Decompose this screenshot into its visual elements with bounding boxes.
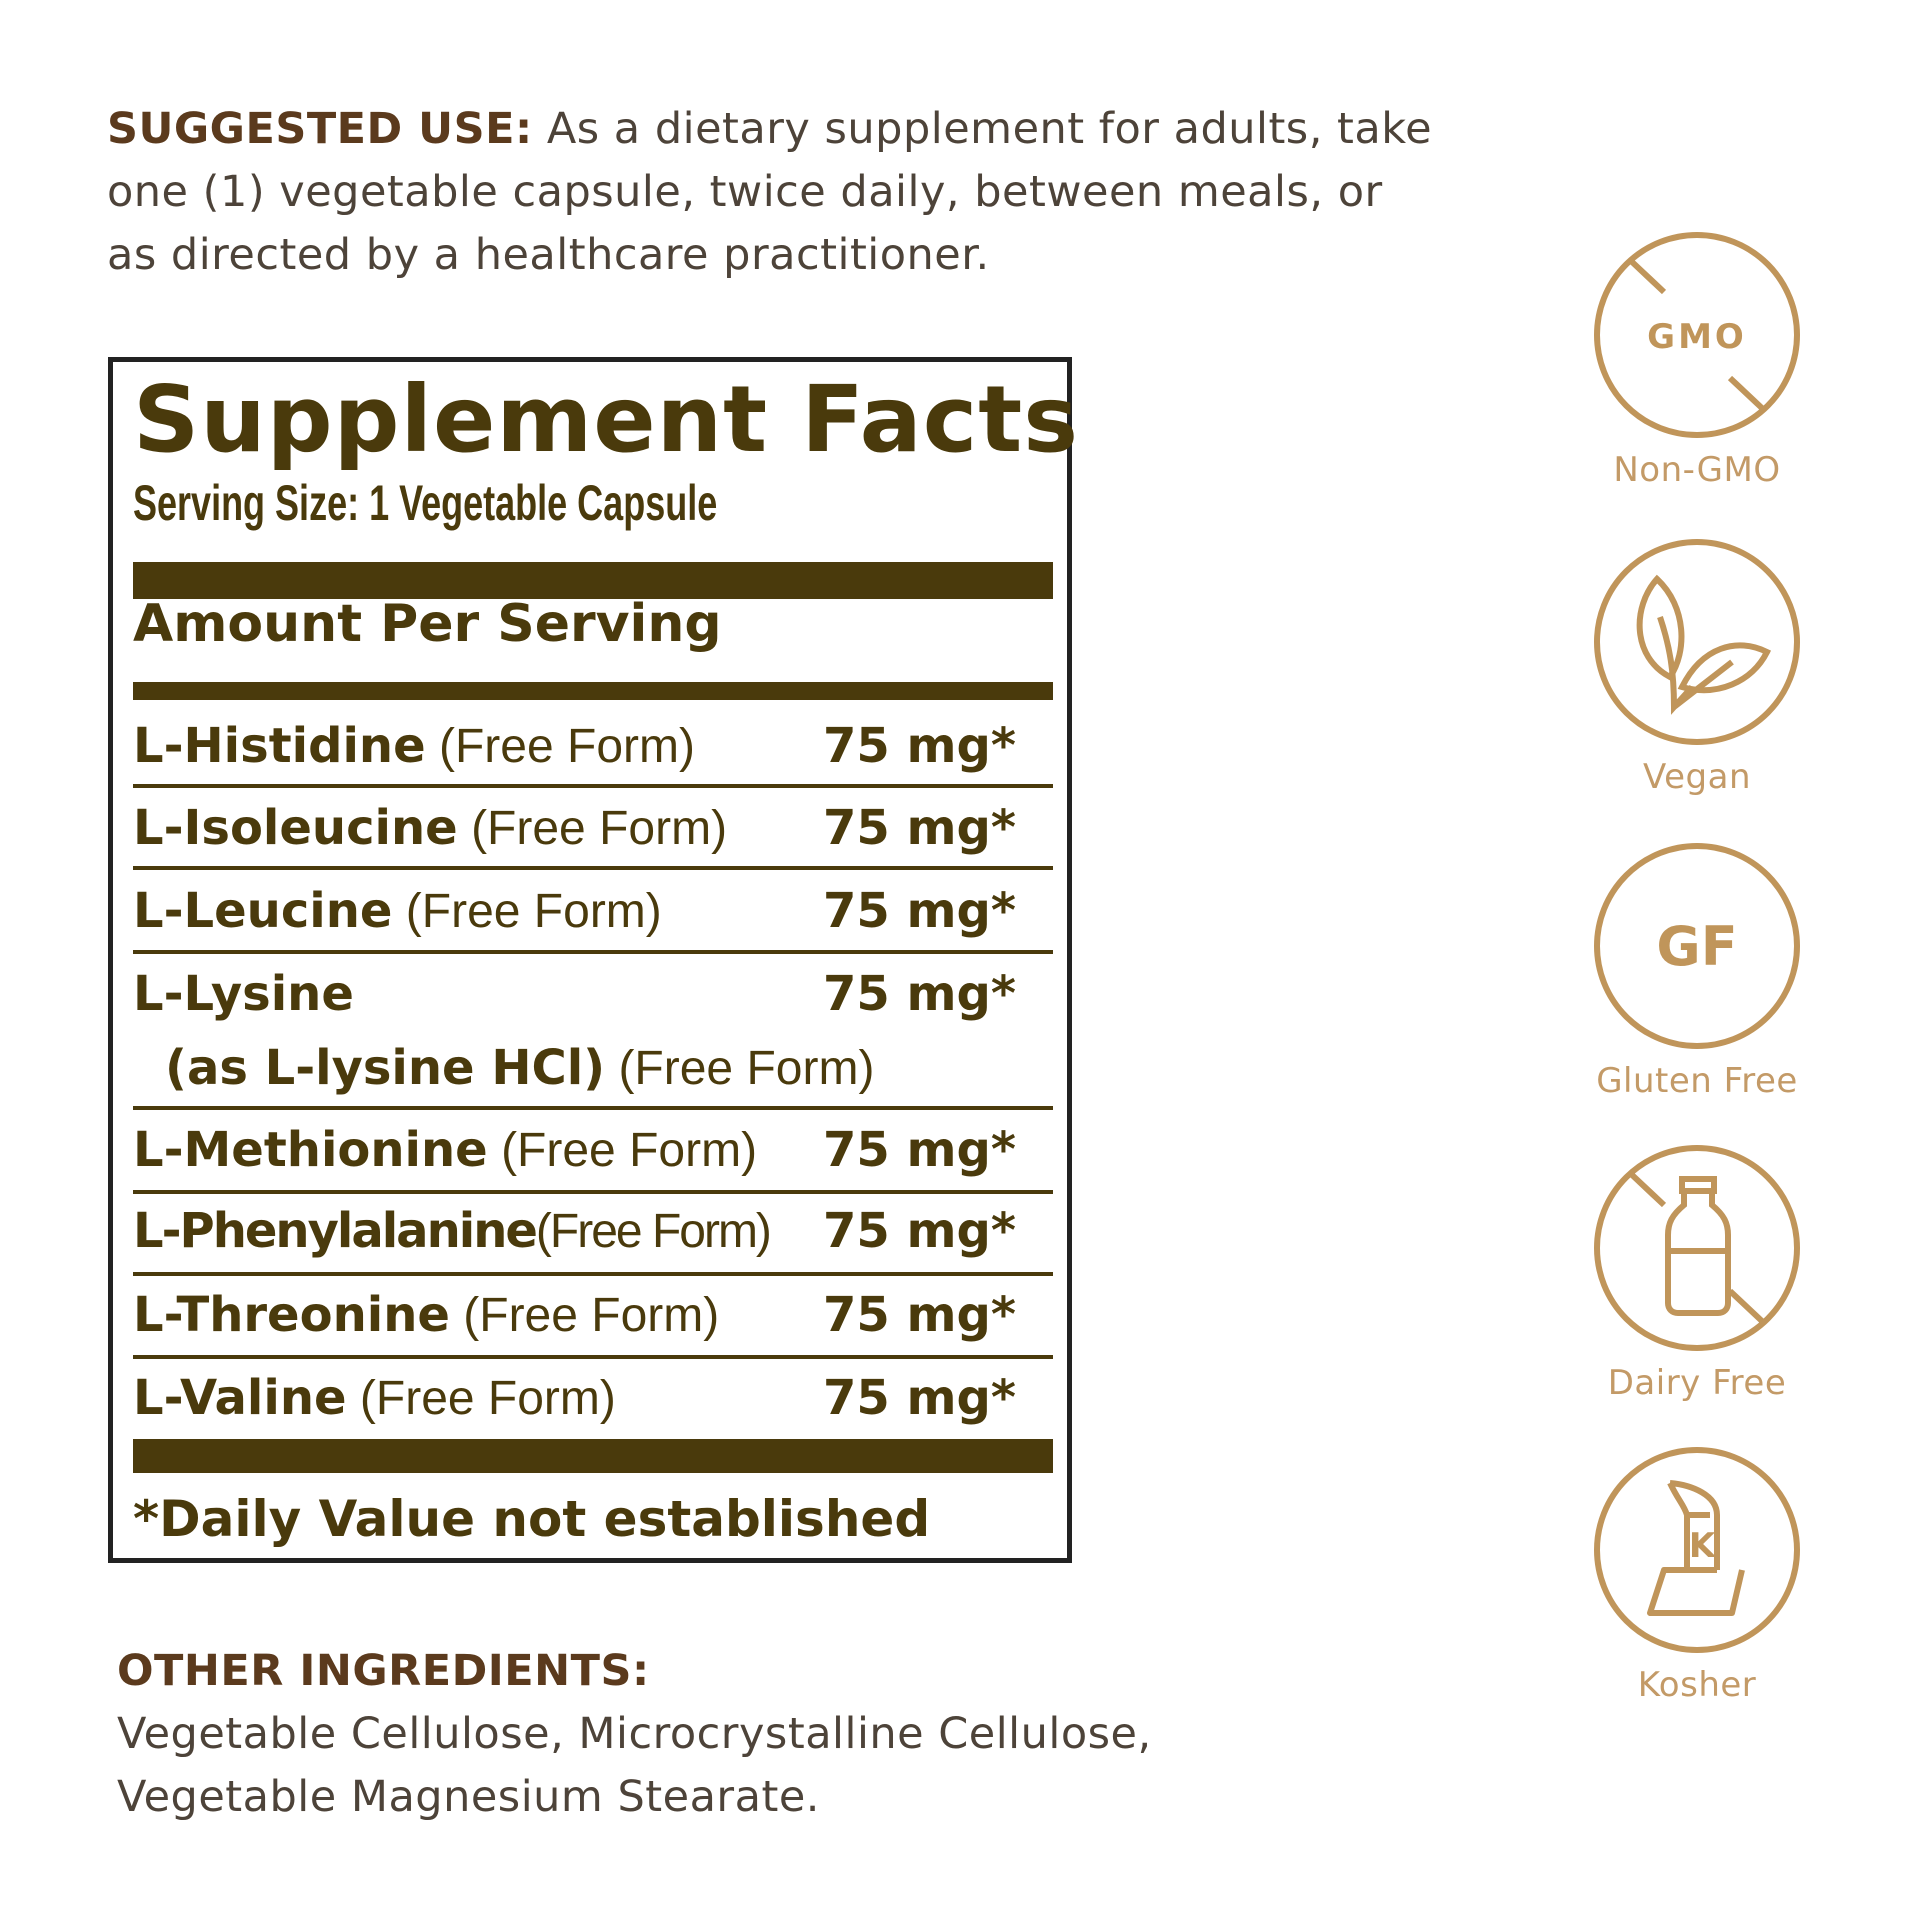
other-ingredients-heading: OTHER INGREDIENTS:: [117, 1646, 650, 1696]
thick-divider: [133, 562, 1053, 599]
badge-kosher: K Kosher: [1587, 1445, 1807, 1705]
nutrient-subname: (as L-lysine HCl): [165, 1040, 606, 1096]
nutrient-amount: 75 mg*: [823, 800, 1016, 856]
nutrient-name: L-Threonine: [133, 1287, 450, 1343]
svg-text:GF: GF: [1656, 915, 1737, 978]
nutrient-name: L-Phenylalanine: [133, 1203, 538, 1259]
nutrient-row: L-Valine (Free Form) 75 mg*: [133, 1370, 1053, 1426]
nutrient-form: (Free Form): [457, 802, 728, 855]
nutrient-amount: 75 mg*: [823, 966, 1016, 1022]
suggested-use-label: SUGGESTED USE:: [107, 104, 533, 154]
nutrient-form: (Free Form): [346, 1372, 616, 1425]
nutrient-row: L-Histidine (Free Form) 75 mg*: [133, 718, 1053, 774]
nutrient-name: L-Lysine: [133, 966, 354, 1022]
footnote: *Daily Value not established: [133, 1490, 931, 1548]
non-gmo-icon: GMO: [1594, 232, 1800, 438]
facts-title: Supplement Facts: [133, 366, 1079, 473]
svg-text:GMO: GMO: [1647, 317, 1747, 357]
nutrient-name: L-Leucine: [133, 883, 393, 939]
nutrient-row: L-Phenylalanine(Free Form) 75 mg*: [133, 1203, 1053, 1259]
nutrient-amount: 75 mg*: [823, 1370, 1016, 1426]
nutrient-name: L-Methionine: [133, 1122, 488, 1178]
badge-label: Non-GMO: [1613, 450, 1781, 490]
dairy-free-icon: [1594, 1145, 1800, 1351]
nutrient-amount: 75 mg*: [823, 1122, 1016, 1178]
nutrient-amount: 75 mg*: [823, 1203, 1016, 1259]
badge-non-gmo: GMO Non-GMO: [1587, 230, 1807, 490]
nutrient-amount: 75 mg*: [823, 718, 1016, 774]
badge-gluten-free: GF Gluten Free: [1587, 841, 1807, 1101]
other-ingredients-line: Vegetable Cellulose, Microcrystalline Ce…: [117, 1709, 1152, 1759]
suggested-use: SUGGESTED USE: As a dietary supplement f…: [107, 98, 1437, 287]
nutrient-name: L-Valine: [133, 1370, 347, 1426]
badge-dairy-free: Dairy Free: [1587, 1143, 1807, 1403]
badge-label: Vegan: [1642, 757, 1751, 797]
nutrient-form: (Free Form): [425, 720, 695, 773]
kosher-icon: K: [1594, 1447, 1800, 1653]
nutrient-row: L-Leucine (Free Form) 75 mg*: [133, 883, 1053, 939]
badge-label: Gluten Free: [1596, 1061, 1798, 1101]
nutrient-form: (Free Form): [535, 1205, 772, 1258]
medium-divider: [133, 682, 1053, 700]
badge-label: Dairy Free: [1607, 1363, 1787, 1403]
nutrient-row: L-Isoleucine (Free Form) 75 mg*: [133, 800, 1053, 856]
nutrient-form: (Free Form): [605, 1042, 875, 1095]
thick-divider: [133, 1439, 1053, 1473]
nutrient-row: L-Methionine (Free Form) 75 mg*: [133, 1122, 1053, 1178]
serving-size: Serving Size: 1 Vegetable Capsule: [133, 475, 718, 531]
nutrient-amount: 75 mg*: [823, 1287, 1016, 1343]
row-divider: [133, 1272, 1053, 1276]
row-divider: [133, 1355, 1053, 1359]
nutrient-form: (Free Form): [392, 885, 662, 938]
row-divider: [133, 866, 1053, 870]
row-divider: [133, 784, 1053, 788]
row-divider: [133, 950, 1053, 954]
vegan-leaf-icon: [1594, 539, 1800, 745]
gluten-free-icon: GF: [1594, 843, 1800, 1049]
other-ingredients: OTHER INGREDIENTS: Vegetable Cellulose, …: [117, 1640, 1152, 1829]
nutrient-name: L-Histidine: [133, 718, 426, 774]
suggested-use-text: As a dietary supplement for adults, take…: [107, 104, 1433, 280]
amount-per-serving: Amount Per Serving: [133, 594, 722, 654]
nutrient-row: L-Lysine 75 mg* (as L-lysine HCl) (Free Fo…: [133, 966, 1053, 1116]
nutrient-form: (Free Form): [449, 1289, 720, 1342]
row-divider: [133, 1190, 1053, 1194]
other-ingredients-line: Vegetable Magnesium Stearate.: [117, 1772, 820, 1822]
row-divider: [133, 1106, 1053, 1110]
nutrient-form: (Free Form): [487, 1124, 758, 1177]
nutrient-row: L-Threonine (Free Form) 75 mg*: [133, 1287, 1053, 1343]
badge-label: Kosher: [1637, 1665, 1757, 1705]
nutrient-name: L-Isoleucine: [133, 800, 458, 856]
svg-text:K: K: [1689, 1526, 1717, 1566]
supplement-facts-panel: Supplement Facts Serving Size: 1 Vegetab…: [108, 357, 1078, 1563]
badge-vegan: Vegan: [1587, 537, 1807, 797]
nutrient-amount: 75 mg*: [823, 883, 1016, 939]
